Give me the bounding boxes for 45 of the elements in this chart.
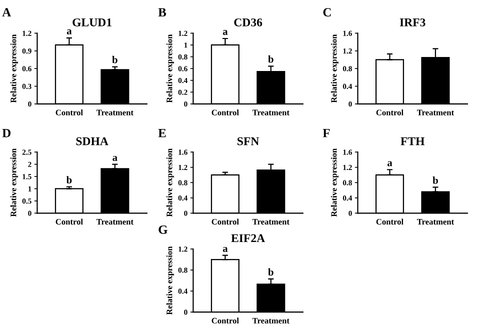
- chart-title: EIF2A: [231, 234, 266, 242]
- x-tick-label: Treatment: [96, 110, 134, 116]
- annotation: a: [222, 246, 228, 252]
- chart-title: IRF3: [400, 18, 426, 26]
- text: E: [158, 128, 166, 138]
- y-axis-title: Relative expression: [10, 34, 18, 103]
- x-tick-label: Control: [376, 218, 404, 225]
- annotation: a: [387, 161, 392, 166]
- annotation: a: [112, 156, 118, 161]
- annotation: b: [268, 55, 274, 63]
- text: F: [322, 128, 330, 138]
- y-axis-title: Relative expression: [330, 34, 338, 103]
- x-tick-label: Control: [56, 218, 83, 225]
- chart-title: CD36: [234, 18, 262, 26]
- annotation: b: [268, 268, 274, 276]
- x-tick-label: Treatment: [252, 219, 290, 225]
- x-tick-label: Treatment: [417, 219, 454, 225]
- y-axis-title: Relative expression: [10, 148, 18, 217]
- annotation: a: [222, 30, 228, 35]
- text: C: [323, 8, 331, 17]
- annotation: a: [66, 29, 72, 34]
- x-tick-label: Treatment: [417, 110, 454, 116]
- text: D: [2, 128, 11, 138]
- x-tick-label: Treatment: [252, 318, 290, 324]
- x-tick-label: Control: [212, 218, 239, 225]
- chart-title: SFN: [238, 137, 260, 146]
- y-axis-title: Relative expression: [166, 148, 174, 217]
- annotation: b: [112, 56, 118, 64]
- x-tick-label: Treatment: [252, 110, 290, 116]
- text: G: [158, 225, 168, 234]
- annotation: b: [66, 176, 72, 184]
- y-axis-title: Relative expression: [166, 246, 174, 315]
- annotation: b: [432, 176, 438, 184]
- text: B: [158, 8, 166, 16]
- x-tick-label: Control: [212, 109, 239, 116]
- chart-title: SDHA: [76, 137, 108, 146]
- chart-title: FTH: [400, 137, 425, 146]
- x-tick-label: Control: [56, 109, 83, 116]
- text: A: [2, 8, 12, 16]
- y-axis-title: Relative expression: [166, 34, 174, 103]
- x-tick-label: Control: [212, 318, 239, 324]
- chart-title: GLUD1: [72, 18, 112, 26]
- x-tick-label: Treatment: [96, 219, 134, 225]
- x-tick-label: Control: [376, 109, 404, 116]
- y-axis-title: Relative expression: [330, 148, 338, 217]
